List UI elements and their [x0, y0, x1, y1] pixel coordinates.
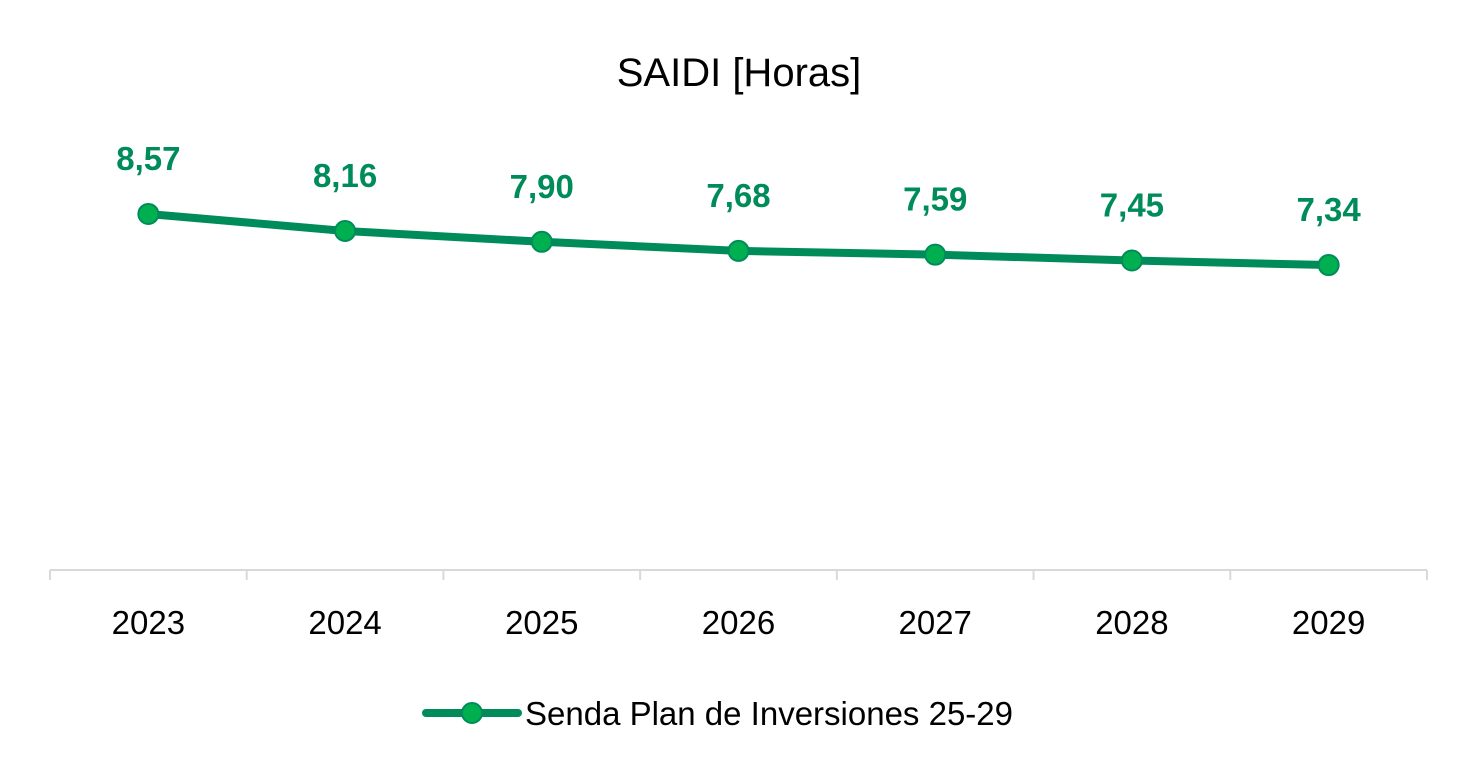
chart-title: SAIDI [Horas]	[617, 51, 862, 95]
data-point	[727, 239, 750, 262]
legend-marker-swatch	[461, 702, 483, 724]
legend: Senda Plan de Inversiones 25-29	[422, 695, 1013, 732]
x-tick-label: 2025	[505, 604, 578, 641]
series-group	[137, 202, 1340, 277]
data-label: 8,57	[116, 140, 180, 177]
data-label: 7,34	[1297, 191, 1362, 228]
data-label: 7,59	[903, 181, 967, 218]
data-labels: 8,57 8,16 7,90 7,68 7,59 7,45 7,34	[116, 140, 1361, 228]
x-tick-label: 2028	[1095, 604, 1168, 641]
x-tick-label: 2027	[899, 604, 972, 641]
x-tick-label: 2026	[702, 604, 775, 641]
x-axis: 2023 2024 2025 2026 2027 2028 2029	[49, 569, 1428, 641]
x-axis-ticks	[49, 570, 1428, 580]
x-tick-label: 2023	[112, 604, 185, 641]
data-point	[1120, 249, 1143, 272]
data-point	[334, 219, 357, 242]
data-label: 8,16	[313, 157, 377, 194]
data-point	[530, 230, 553, 253]
data-label: 7,45	[1100, 186, 1164, 223]
x-tick-label: 2029	[1292, 604, 1365, 641]
data-point	[137, 202, 160, 225]
data-point	[1317, 254, 1340, 277]
data-label: 7,68	[706, 177, 770, 214]
x-axis-tick-labels: 2023 2024 2025 2026 2027 2028 2029	[112, 604, 1366, 641]
legend-label: Senda Plan de Inversiones 25-29	[525, 695, 1013, 732]
x-tick-label: 2024	[308, 604, 381, 641]
data-point	[924, 243, 947, 266]
data-label: 7,90	[510, 168, 574, 205]
